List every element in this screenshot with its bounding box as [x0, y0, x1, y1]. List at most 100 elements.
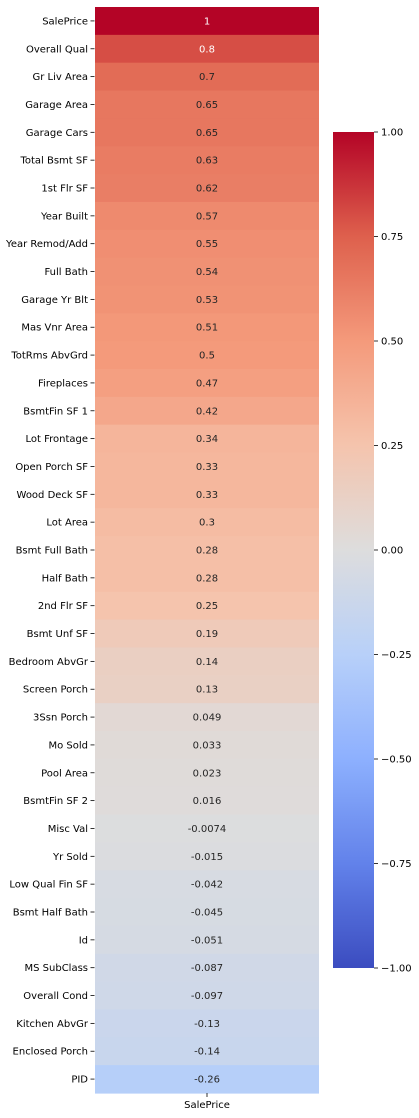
row-tick-label: TotRms AbvGrd [10, 351, 88, 362]
row-tick-label: Low Qual Fin SF [9, 880, 88, 891]
cell-value-label: 0.63 [196, 156, 218, 167]
cell-value-label: 0.023 [193, 768, 222, 779]
colorbar-tick-label: 0.75 [381, 232, 403, 243]
cell-value-label: 0.28 [196, 573, 218, 584]
heatmap-cell [95, 814, 319, 843]
heatmap-cell [95, 201, 319, 231]
cell-value-label: 0.7 [199, 72, 215, 83]
heatmap-cells: 1 0.8 0.7 0.65 0.65 0.63 0.62 0.57 0.55 0.54 0.53 0… [95, 7, 319, 1094]
cell-value-label: 0.3 [199, 518, 215, 529]
row-tick-label: Garage Cars [26, 128, 88, 139]
cell-value-label: 0.54 [196, 267, 218, 278]
cell-value-label: -0.14 [194, 1047, 220, 1058]
x-axis: SalePrice [184, 1093, 230, 1111]
heatmap-cell [95, 1009, 319, 1038]
cell-value-label: 1 [204, 16, 210, 27]
heatmap-cell [95, 898, 319, 927]
row-tick-label: Year Remod/Add [5, 239, 88, 250]
heatmap-cell [95, 341, 319, 370]
heatmap-cell [95, 229, 319, 259]
row-tick-label: Bedroom AbvGr [9, 657, 89, 668]
heatmap-cell [95, 452, 319, 481]
row-tick-label: Bsmt Unf SF [27, 629, 89, 640]
heatmap-cell [95, 90, 319, 119]
heatmap-cell [95, 396, 319, 426]
cell-value-label: 0.65 [196, 128, 218, 139]
cell-value-label: 0.53 [196, 295, 218, 306]
heatmap-cell [95, 257, 319, 287]
heatmap-cell [95, 146, 319, 175]
cell-value-label: 0.016 [193, 796, 222, 807]
colorbar-tick-label: −1.00 [381, 964, 412, 975]
heatmap-cell [95, 1037, 319, 1066]
row-tick-label: Total Bsmt SF [19, 156, 88, 167]
row-tick-label: Misc Val [48, 824, 88, 835]
colorbar-tick-label: −0.50 [381, 755, 412, 766]
heatmap-cell [95, 786, 319, 816]
colorbar-tick-label: 0.50 [381, 337, 403, 348]
row-tick-label: 2nd Flr SF [38, 601, 88, 612]
row-tick-label: Garage Yr Blt [21, 295, 88, 306]
row-tick-label: BsmtFin SF 1 [23, 406, 88, 417]
cell-value-label: 0.13 [196, 685, 218, 696]
row-tick-label: MS SubClass [25, 963, 89, 974]
row-tick-label: Bsmt Half Bath [13, 908, 88, 919]
row-tick-label: 1st Flr SF [41, 184, 88, 195]
heatmap-cell [95, 758, 319, 788]
heatmap-cell [95, 563, 319, 593]
row-tick-label: Enclosed Porch [13, 1047, 88, 1058]
cell-value-label: -0.042 [191, 880, 223, 891]
row-tick-label: BsmtFin SF 2 [23, 796, 88, 807]
cell-value-label: 0.25 [196, 601, 218, 612]
cell-value-label: -0.097 [191, 991, 223, 1002]
heatmap-cell [95, 174, 319, 203]
cell-value-label: 0.34 [196, 434, 218, 445]
heatmap-cell [95, 62, 319, 92]
heatmap-cell [95, 118, 319, 147]
heatmap-cell [95, 870, 319, 899]
row-tick-label: Year Built [40, 211, 88, 222]
heatmap-cell [95, 981, 319, 1011]
heatmap-cell [95, 647, 319, 676]
row-tick-label: Fireplaces [38, 378, 88, 389]
cell-value-label: 0.8 [199, 44, 215, 55]
heatmap-cell [95, 703, 319, 732]
row-tick-label: 3Ssn Porch [33, 713, 88, 724]
heatmap-cell [95, 731, 319, 760]
cell-value-label: 0.33 [196, 490, 218, 501]
cell-value-label: 0.5 [199, 351, 215, 362]
cell-value-label: 0.55 [196, 239, 218, 250]
row-tick-label: Mo Sold [48, 740, 88, 751]
row-tick-label: Overall Qual [26, 44, 88, 55]
heatmap-cell [95, 508, 319, 537]
row-tick-label: Kitchen AbvGr [16, 1019, 89, 1030]
cell-value-label: 0.19 [196, 629, 218, 640]
cell-value-label: 0.14 [196, 657, 218, 668]
cell-value-label: 0.033 [193, 740, 222, 751]
row-tick-label: Yr Sold [52, 852, 88, 863]
row-tick-label: Id [79, 935, 88, 946]
cell-value-label: -0.087 [191, 963, 223, 974]
cell-value-label: -0.015 [191, 852, 223, 863]
colorbar-gradient [333, 132, 374, 968]
heatmap-cell [95, 369, 319, 398]
row-tick-label: Lot Area [46, 518, 88, 529]
colorbar-tick-label: 0.00 [381, 546, 403, 557]
row-tick-label: PID [71, 1075, 88, 1086]
row-tick-label: Wood Deck SF [17, 490, 89, 501]
row-tick-label: Half Bath [42, 573, 88, 584]
row-labels: SalePrice Overall Qual Gr Liv Area Garage A… [5, 16, 95, 1086]
x-tick-label: SalePrice [184, 1100, 230, 1111]
cell-value-label: 0.28 [196, 546, 218, 557]
heatmap-cell [95, 424, 319, 454]
colorbar-tick-label: 1.00 [381, 128, 403, 139]
cell-value-label: 0.42 [196, 406, 218, 417]
cell-value-label: -0.0074 [188, 824, 227, 835]
row-tick-label: Bsmt Full Bath [16, 546, 88, 557]
colorbar: 1.00 0.75 0.50 0.25 0.00 −0.25 −0.50 −0.75 −1.00 [333, 128, 412, 975]
row-tick-label: Pool Area [41, 768, 88, 779]
heatmap-cell [95, 925, 319, 955]
heatmap-cell [95, 591, 319, 621]
heatmap-cell [95, 953, 319, 983]
